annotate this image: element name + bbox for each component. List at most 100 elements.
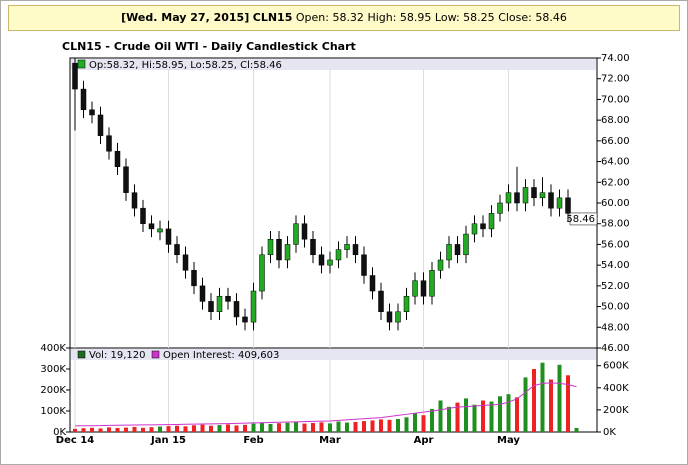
candle-body — [208, 301, 214, 312]
candle-body — [352, 244, 359, 256]
volume-bar — [430, 408, 434, 432]
volume-bar — [362, 421, 366, 432]
candle-body — [216, 295, 223, 313]
candle-body — [123, 166, 129, 193]
volume-bar — [328, 423, 332, 432]
volume-bar — [421, 415, 426, 432]
volume-bar — [277, 423, 281, 432]
candle-body — [327, 259, 333, 266]
quote-header: [Wed. May 27, 2015] CLN15 Open: 58.32 Hi… — [8, 5, 680, 31]
candle-body — [259, 254, 265, 292]
y2-tick-label: 600K — [603, 361, 629, 372]
volume-bar — [574, 427, 579, 432]
volume-bar — [506, 394, 511, 432]
volume-bar — [464, 398, 468, 432]
volume-bar — [260, 422, 264, 432]
y-tick-label: 54.00 — [601, 260, 630, 271]
y-tick-label: 400K — [40, 343, 66, 354]
candle-body — [335, 249, 342, 261]
candle-body — [471, 223, 478, 235]
volume-bar — [302, 423, 307, 432]
candle-body — [505, 192, 512, 204]
y2-tick-label: 200K — [603, 405, 629, 416]
header-date: [Wed. May 27, 2015] — [121, 11, 250, 24]
volume-bar — [447, 406, 451, 432]
header-close: Close: 58.46 — [498, 11, 567, 24]
volume-bar — [294, 421, 298, 432]
volume-bar — [489, 401, 494, 432]
candle-body — [89, 109, 95, 116]
header-high: High: 58.95 — [367, 11, 432, 24]
x-tick-label: May — [497, 435, 520, 446]
y-tick-label: 70.00 — [601, 94, 630, 105]
volume-bar — [387, 419, 392, 432]
candle-body — [386, 311, 393, 323]
volume-bar — [132, 426, 137, 432]
y-tick-label: 68.00 — [601, 115, 630, 126]
candle-body — [157, 228, 163, 233]
candle-body — [148, 223, 155, 230]
y-tick-label: 0K — [53, 427, 66, 438]
volume-bar — [141, 427, 145, 432]
volume-bar — [243, 424, 247, 432]
candle-body — [480, 223, 486, 230]
candle-body — [250, 290, 257, 323]
legend-swatch — [151, 350, 160, 359]
last-price-box — [569, 212, 598, 226]
candle-body — [225, 295, 231, 302]
y-tick-label: 66.00 — [601, 136, 630, 147]
volume-bar — [557, 364, 562, 432]
candle-body — [106, 135, 112, 152]
volume-bar — [319, 422, 324, 432]
y-tick-label: 100K — [40, 406, 66, 417]
volume-bar — [107, 427, 111, 432]
header-symbol: CLN15 — [252, 11, 293, 24]
price-legend: Op:58.32, Hi:58.95, Lo:58.25, Cl:58.46 — [89, 60, 282, 71]
volume-bar — [370, 420, 375, 432]
volume-bar — [115, 428, 120, 432]
y2-tick-label: 0K — [603, 427, 616, 438]
candle-body — [403, 295, 410, 313]
y-tick-label: 74.00 — [601, 53, 630, 64]
volume-bar — [285, 422, 290, 432]
volume-bar — [345, 422, 349, 432]
candle-body — [420, 280, 427, 297]
y2-tick-label: 400K — [603, 383, 629, 394]
volume-bar — [404, 417, 409, 432]
candle-body — [114, 150, 121, 167]
y-tick-label: 48.00 — [601, 322, 630, 333]
volume-bar — [566, 375, 570, 432]
y-tick-label: 60.00 — [601, 198, 630, 209]
volume-bar — [90, 427, 94, 432]
candle-body — [539, 192, 546, 199]
volume-bar — [166, 426, 171, 432]
volume-bar — [200, 424, 205, 432]
volume-bar — [175, 425, 179, 432]
volume-bar — [379, 419, 383, 432]
volume-bar — [336, 421, 341, 432]
candle-body — [293, 223, 299, 245]
y-tick-label: 56.00 — [601, 239, 630, 250]
candle-body — [165, 228, 172, 245]
volume-bar — [311, 422, 315, 432]
candle-body — [199, 285, 206, 302]
candle-body — [131, 192, 138, 209]
y-tick-label: 200K — [40, 385, 66, 396]
volume-legend-strip — [71, 349, 596, 360]
volume-bar — [498, 396, 502, 432]
candle-body — [284, 244, 291, 261]
x-tick-label: Jan 15 — [150, 435, 186, 446]
candle-body — [318, 254, 325, 266]
candle-body — [97, 114, 104, 136]
candle-body — [369, 275, 376, 292]
volume-bar — [81, 428, 86, 432]
header-low: Low: 58.25 — [434, 11, 495, 24]
candle-body — [242, 316, 248, 323]
open-interest-line — [74, 382, 577, 427]
volume-bar — [481, 400, 485, 432]
y-tick-label: 62.00 — [601, 177, 630, 188]
volume-bar — [234, 425, 239, 432]
legend-swatch — [77, 59, 86, 69]
candle-body — [514, 192, 520, 204]
